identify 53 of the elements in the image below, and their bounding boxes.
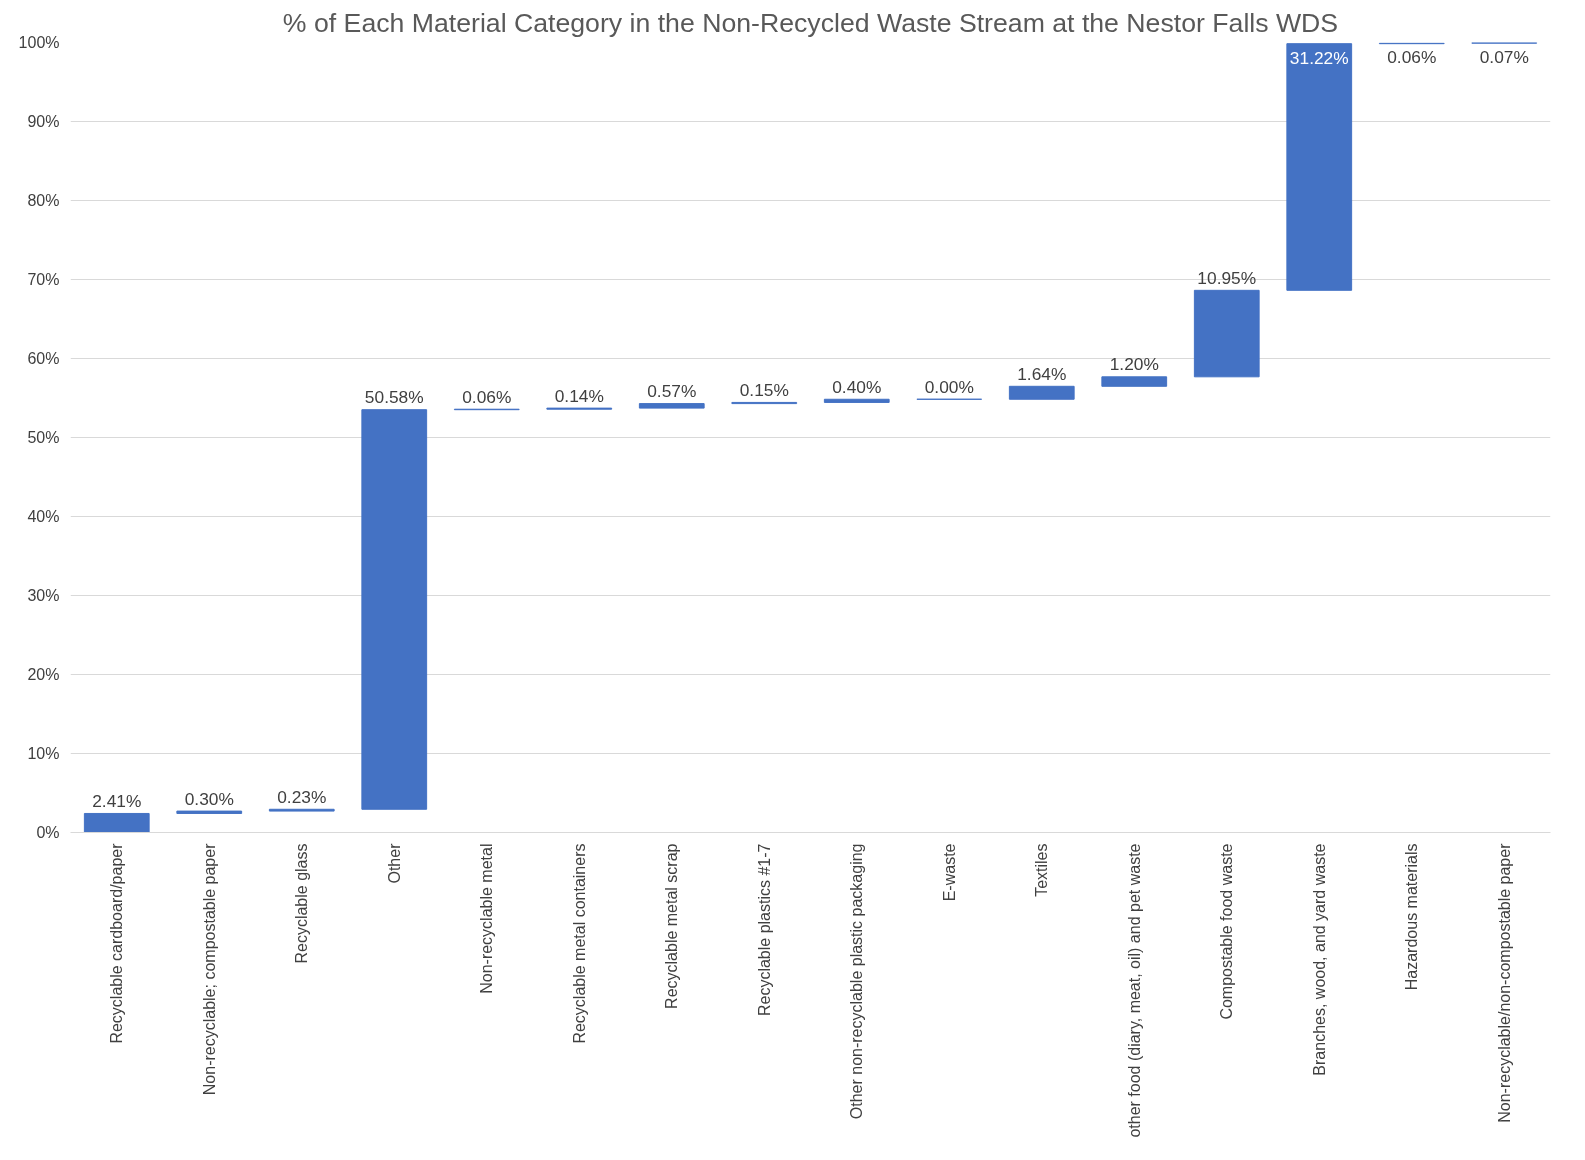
- y-tick-label: 80%: [27, 192, 60, 209]
- data-label: 1.64%: [1017, 363, 1067, 384]
- y-tick-label: 30%: [27, 587, 60, 604]
- data-label: 10.95%: [1197, 267, 1257, 288]
- data-label: 0.06%: [1387, 47, 1437, 68]
- x-tick-label: Other non-recyclable plastic packaging: [848, 843, 866, 1120]
- x-tick-label: Recyclable plastics #1-7: [755, 843, 773, 1017]
- x-tick-label: Non-recyclable metal: [478, 843, 496, 994]
- y-tick-label: 0%: [36, 824, 60, 841]
- x-tick-label: Recyclable metal containers: [570, 843, 588, 1044]
- x-tick-label: other food (diary, meat, oil) and pet waste: [1125, 843, 1143, 1138]
- data-label: 0.23%: [277, 786, 327, 807]
- x-tick-label: E-waste: [940, 843, 958, 902]
- bar: [1008, 385, 1075, 400]
- bar: [1101, 376, 1168, 387]
- chart-title: % of Each Material Category in the Non-Recycled Waste Stream at the Nestor Falls WDS: [282, 7, 1339, 38]
- y-tick-label: 100%: [18, 34, 60, 51]
- bar: [823, 398, 890, 403]
- data-label: 0.57%: [647, 381, 697, 402]
- x-tick-label: Non-recyclable; compostable paper: [200, 842, 218, 1096]
- y-tick-label: 10%: [27, 745, 60, 762]
- x-tick-label: Compostable food waste: [1218, 843, 1236, 1020]
- y-tick-label: 70%: [27, 271, 60, 288]
- y-tick-label: 90%: [27, 113, 60, 130]
- data-label: 0.15%: [739, 380, 789, 401]
- data-label: 50.58%: [364, 387, 424, 408]
- bar: [83, 812, 150, 833]
- data-label: 2.41%: [92, 791, 142, 812]
- y-tick-label: 50%: [27, 429, 60, 446]
- y-tick-label: 60%: [27, 350, 60, 367]
- x-tick-label: Branches, wood, and yard waste: [1310, 843, 1328, 1076]
- x-tick-label: Recyclable glass: [293, 843, 311, 964]
- x-tick-label: Textiles: [1033, 843, 1051, 897]
- bar: [1193, 289, 1260, 378]
- data-label: 0.06%: [462, 386, 512, 407]
- y-tick-label: 40%: [27, 508, 60, 525]
- data-label: 1.20%: [1109, 354, 1159, 375]
- x-tick-label: Other: [385, 842, 403, 884]
- data-label: 0.30%: [184, 788, 234, 809]
- data-label: 31.22%: [1289, 47, 1349, 68]
- x-tick-label: Hazardous materials: [1403, 843, 1421, 991]
- bar: [1286, 43, 1353, 291]
- data-label: 0.40%: [832, 376, 882, 397]
- x-tick-label: Recyclable metal scrap: [663, 843, 681, 1009]
- bar: [361, 409, 428, 810]
- x-tick-label: Recyclable cardboard/paper: [108, 842, 126, 1044]
- bar: [176, 810, 243, 814]
- bar: [638, 403, 705, 409]
- y-tick-label: 20%: [27, 666, 60, 683]
- x-tick-label: Non-recyclable/non-compostable paper: [1495, 842, 1513, 1123]
- data-label: 0.14%: [554, 385, 604, 406]
- data-label: 0.07%: [1479, 46, 1529, 67]
- data-label: 0.00%: [924, 376, 974, 397]
